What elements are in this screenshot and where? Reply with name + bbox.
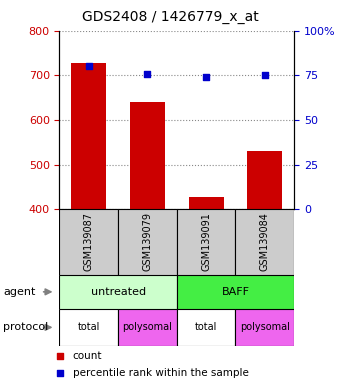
Point — [262, 72, 268, 78]
Text: count: count — [73, 351, 102, 361]
Point — [57, 353, 63, 359]
Bar — [247, 151, 282, 209]
Bar — [235, 209, 294, 275]
Point — [145, 71, 150, 77]
Text: GSM139091: GSM139091 — [201, 212, 211, 271]
Text: total: total — [78, 322, 100, 333]
Text: percentile rank within the sample: percentile rank within the sample — [73, 368, 249, 378]
Bar — [130, 102, 165, 209]
Text: GSM139087: GSM139087 — [84, 212, 94, 271]
Bar — [71, 63, 106, 209]
Bar — [177, 309, 235, 346]
Bar — [118, 309, 177, 346]
Bar — [118, 209, 177, 275]
Text: GSM139084: GSM139084 — [260, 212, 270, 271]
Bar — [59, 209, 118, 275]
Text: polysomal: polysomal — [122, 322, 172, 333]
Text: GDS2408 / 1426779_x_at: GDS2408 / 1426779_x_at — [82, 10, 258, 23]
Bar — [59, 309, 118, 346]
Text: protocol: protocol — [3, 322, 49, 333]
Text: polysomal: polysomal — [240, 322, 290, 333]
Bar — [177, 209, 235, 275]
Bar — [235, 309, 294, 346]
Point — [86, 63, 91, 70]
Text: total: total — [195, 322, 217, 333]
Text: GSM139079: GSM139079 — [142, 212, 152, 271]
Bar — [188, 197, 224, 209]
Point — [203, 74, 209, 80]
Text: untreated: untreated — [90, 287, 146, 297]
Text: BAFF: BAFF — [221, 287, 250, 297]
Bar — [59, 275, 177, 309]
Text: agent: agent — [3, 287, 36, 297]
Bar — [177, 275, 294, 309]
Point — [57, 370, 63, 376]
